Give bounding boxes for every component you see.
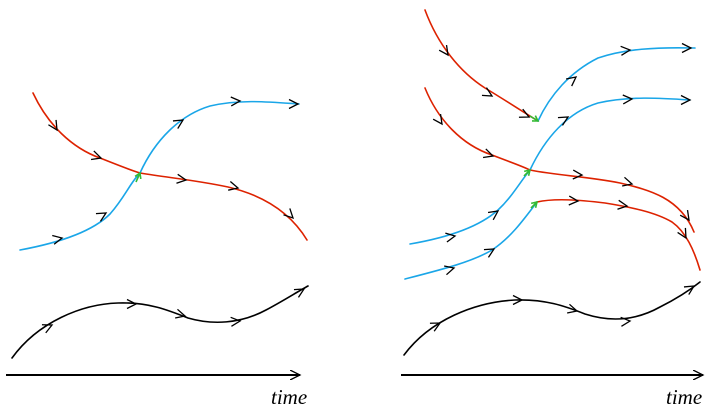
direction-chevron (620, 45, 632, 56)
left-red-trajectory (32, 92, 308, 241)
left-black-direction-marks (41, 288, 306, 334)
right-blue-3-direction-marks (444, 248, 496, 276)
direction-chevron (518, 108, 531, 118)
direction-chevron (557, 116, 570, 126)
left-red-direction-marks (48, 119, 295, 220)
direction-chevron (683, 285, 696, 295)
right-blue-2-direction-marks (445, 94, 692, 243)
direction-chevron (230, 316, 242, 327)
right-green-branch-arrow-1 (529, 115, 539, 122)
direction-chevron (680, 94, 692, 106)
right-red-1-direction-marks (438, 44, 531, 118)
green-arrowhead (531, 115, 540, 122)
direction-chevron (429, 322, 442, 332)
right-red-trajectory-2 (424, 87, 695, 233)
right-panel (401, 9, 703, 375)
direction-chevron (175, 308, 187, 319)
direction-chevron (481, 87, 494, 97)
right-red-trajectory-3 (536, 198, 701, 271)
direction-chevron (176, 173, 188, 184)
left-black-trajectory (11, 285, 309, 359)
direction-chevron (617, 199, 629, 210)
green-arrowhead (523, 168, 532, 177)
direction-chevron (95, 212, 108, 222)
direction-chevron (438, 44, 449, 57)
direction-chevron (228, 180, 240, 191)
right-blue-trajectory-2 (409, 97, 691, 245)
direction-chevron (288, 98, 300, 110)
direction-chevron (622, 176, 634, 187)
right-black-trajectory (403, 281, 701, 356)
left-green-branch-arrow (135, 172, 141, 183)
direction-chevron (567, 303, 579, 314)
left-blue-direction-marks (52, 96, 300, 245)
right-red-3-direction-marks (568, 195, 687, 240)
direction-chevron (90, 150, 103, 161)
direction-chevron (568, 195, 580, 206)
direction-chevron (566, 76, 578, 87)
right-blue-1-direction-marks (566, 42, 693, 87)
direction-chevron (483, 248, 496, 258)
direction-chevron (283, 208, 295, 220)
right-time-axis-label: time (666, 385, 703, 409)
right-red-trajectory-1 (424, 9, 539, 122)
direction-chevron (622, 94, 634, 105)
direction-chevron (445, 232, 457, 243)
left-panel (6, 92, 309, 375)
direction-chevron (444, 265, 456, 276)
direction-chevron (172, 119, 185, 129)
direction-chevron (681, 42, 693, 54)
right-blue-trajectory-3 (404, 201, 538, 280)
direction-chevron (512, 294, 524, 306)
direction-chevron (52, 234, 64, 245)
direction-chevron (572, 169, 584, 180)
left-time-axis-label: time (271, 385, 308, 409)
direction-chevron (293, 288, 306, 298)
direction-chevron (48, 119, 58, 132)
direction-chevron (230, 96, 242, 107)
direction-chevron (126, 298, 138, 310)
right-black-direction-marks (429, 285, 696, 332)
direction-chevron (432, 113, 443, 126)
direction-chevron (677, 227, 687, 240)
direction-chevron (41, 324, 54, 334)
direction-chevron (679, 209, 690, 222)
green-arrowhead (530, 200, 539, 209)
green-arrowhead (134, 171, 142, 180)
right-red-2-direction-marks (432, 113, 690, 222)
direction-chevron (482, 148, 495, 159)
direction-chevron (620, 316, 632, 327)
direction-chevron (487, 210, 500, 221)
right-blue-trajectory-1 (537, 46, 696, 122)
